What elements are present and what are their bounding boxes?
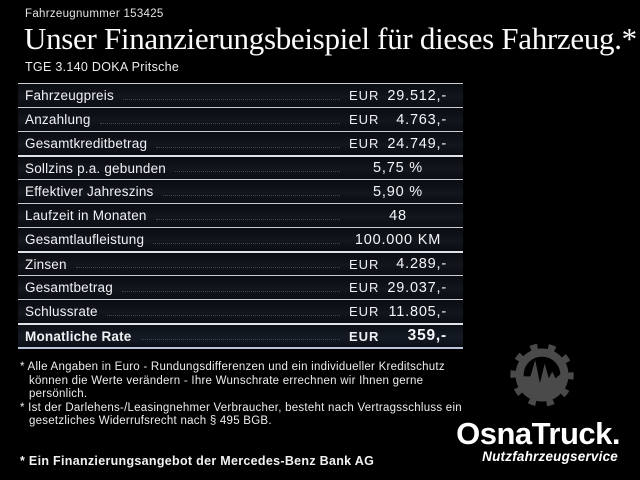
row-value: 24.749,- xyxy=(387,135,447,152)
dotted-leader xyxy=(153,243,340,244)
row-label: Gesamtbetrag xyxy=(25,280,113,295)
row-label: Schlussrate xyxy=(25,304,98,319)
dotted-leader xyxy=(106,315,340,316)
footnote-rounding: * Alle Angaben in Euro - Rundungsdiffere… xyxy=(20,361,445,401)
row-label: Laufzeit in Monaten xyxy=(25,208,147,223)
brand-wordmark: OsnaTruck. xyxy=(456,416,620,451)
brand-tagline: Nutzfahrzeugservice xyxy=(482,449,618,464)
table-row: Sollzins p.a. gebunden 5,75 % xyxy=(18,155,463,179)
row-value: 29.037,- xyxy=(387,279,447,296)
table-row: Zinsen EUR 4.289,- xyxy=(18,251,463,275)
row-label: Gesamtlaufleistung xyxy=(25,232,145,247)
dotted-leader xyxy=(121,291,340,292)
table-row: Fahrzeugpreis EUR 29.512,- xyxy=(18,83,463,107)
gear-icon xyxy=(510,343,574,407)
row-value: 29.512,- xyxy=(387,87,447,104)
row-label: Sollzins p.a. gebunden xyxy=(25,160,167,176)
page-title: Unser Finanzierungsbeispiel für dieses F… xyxy=(24,21,637,56)
bank-financing-note: * Ein Finanzierungsangebot der Mercedes-… xyxy=(20,454,375,468)
row-value: 4.763,- xyxy=(396,111,447,128)
table-row: Gesamtkreditbetrag EUR 24.749,- xyxy=(18,131,463,155)
row-currency: EUR xyxy=(349,280,380,295)
row-value: 48 xyxy=(389,207,407,224)
dotted-leader xyxy=(156,147,340,148)
row-value: 5,75 % xyxy=(373,160,423,176)
row-value: 100.000 KM xyxy=(354,231,442,248)
table-row-monthly-rate: Monatliche Rate EUR 359,- xyxy=(18,323,463,349)
row-currency: EUR xyxy=(349,256,380,272)
footnote-withdrawal-right: * Ist der Darlehens-/Leasingnehmer Verbr… xyxy=(20,401,462,428)
finance-table: Fahrzeugpreis EUR 29.512,- Anzahlung EUR… xyxy=(18,83,463,349)
row-label: Zinsen xyxy=(25,256,67,272)
dotted-leader xyxy=(140,339,340,340)
vehicle-model-subtitle: TGE 3.140 DOKA Pritsche xyxy=(25,60,180,74)
table-row: Laufzeit in Monaten 48 xyxy=(18,203,463,227)
row-value: 359,- xyxy=(407,327,447,344)
row-value: 5,90 % xyxy=(373,183,423,200)
row-label: Fahrzeugpreis xyxy=(25,88,114,103)
vehicle-number: Fahrzeugnummer 153425 xyxy=(25,8,164,20)
dotted-leader xyxy=(162,195,340,196)
dotted-leader xyxy=(122,99,340,100)
row-label: Effektiver Jahreszins xyxy=(25,184,154,199)
table-row: Effektiver Jahreszins 5,90 % xyxy=(18,179,463,203)
row-label: Anzahlung xyxy=(25,112,91,127)
row-currency: EUR xyxy=(349,304,380,319)
row-currency: EUR xyxy=(349,136,380,151)
row-currency: EUR xyxy=(349,88,380,103)
dotted-leader xyxy=(175,171,340,172)
row-value: 11.805,- xyxy=(388,303,447,320)
row-label: Gesamtkreditbetrag xyxy=(25,136,148,151)
table-row: Anzahlung EUR 4.763,- xyxy=(18,107,463,131)
row-currency: EUR xyxy=(349,112,380,127)
row-value: 4.289,- xyxy=(396,256,447,272)
table-row: Gesamtbetrag EUR 29.037,- xyxy=(18,275,463,299)
footnotes: * Alle Angaben in Euro - Rundungsdiffere… xyxy=(20,361,472,429)
table-row: Gesamtlaufleistung 100.000 KM xyxy=(18,227,463,251)
dotted-leader xyxy=(99,123,340,124)
row-currency: EUR xyxy=(349,328,380,344)
dotted-leader xyxy=(75,267,340,268)
table-row: Schlussrate EUR 11.805,- xyxy=(18,299,463,323)
dotted-leader xyxy=(155,219,340,220)
row-label: Monatliche Rate xyxy=(25,328,132,344)
